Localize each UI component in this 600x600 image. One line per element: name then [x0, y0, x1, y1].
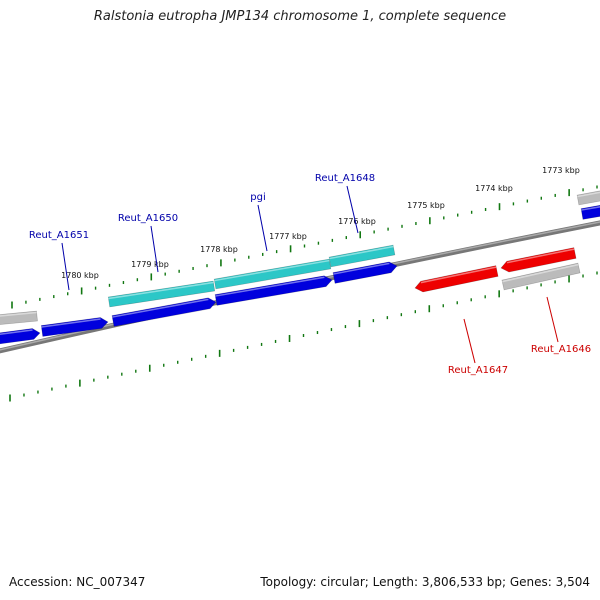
- accession-text: Accession: NC_007347: [9, 575, 146, 589]
- upper-tick-track: [11, 185, 598, 309]
- gene-arrow-a1650: [111, 297, 217, 327]
- scale-label: 1778 kbp: [200, 245, 238, 254]
- gene-label-reverse: Reut_A1647: [448, 365, 508, 376]
- cds-bar-a1650: [107, 280, 216, 308]
- gene-label-forward: Reut_A1651: [29, 230, 89, 241]
- gene-arrow-a1651: [40, 317, 109, 337]
- gene-arrow-a1647: [414, 265, 499, 293]
- cds-bar-pgi: [213, 258, 332, 290]
- gene-features: [0, 189, 600, 345]
- map-title: Ralstonia eutropha JMP134 chromosome 1, …: [93, 9, 507, 24]
- scale-label: 1780 kbp: [61, 271, 99, 280]
- gene-arrow-a1652: [0, 328, 41, 345]
- cds-bar-a1648: [328, 244, 396, 268]
- tick-marks: [9, 185, 598, 402]
- cds-bar-a1646: [501, 262, 581, 291]
- lower-tick-track: [9, 271, 598, 402]
- gene-arrow-pgi: [214, 275, 333, 306]
- cds-bar-neutral-right: [576, 189, 600, 206]
- gene-label-forward: pgi: [250, 192, 265, 203]
- scale-label: 1775 kbp: [407, 201, 445, 210]
- gene-label-forward: Reut_A1648: [315, 173, 375, 184]
- genome-summary: Topology: circular; Length: 3,806,533 bp…: [260, 575, 590, 589]
- map-labels: 1780 kbp 1779 kbp 1778 kbp 1777 kbp 1776 kbp…: [29, 166, 591, 376]
- scale-label: 1776 kbp: [338, 217, 376, 226]
- gene-arrow-a1646: [500, 247, 577, 273]
- scale-label: 1777 kbp: [269, 232, 307, 241]
- gene-arrow-a1648: [332, 261, 398, 284]
- scale-label: 1773 kbp: [542, 166, 580, 175]
- gene-label-reverse: Reut_A1646: [531, 344, 591, 355]
- scale-label: 1774 kbp: [475, 184, 513, 193]
- scale-label: 1779 kbp: [131, 260, 169, 269]
- cds-bar-neutral-left: [0, 310, 38, 326]
- gene-arrow-a1645: [580, 204, 600, 220]
- gene-label-forward: Reut_A1650: [118, 213, 178, 224]
